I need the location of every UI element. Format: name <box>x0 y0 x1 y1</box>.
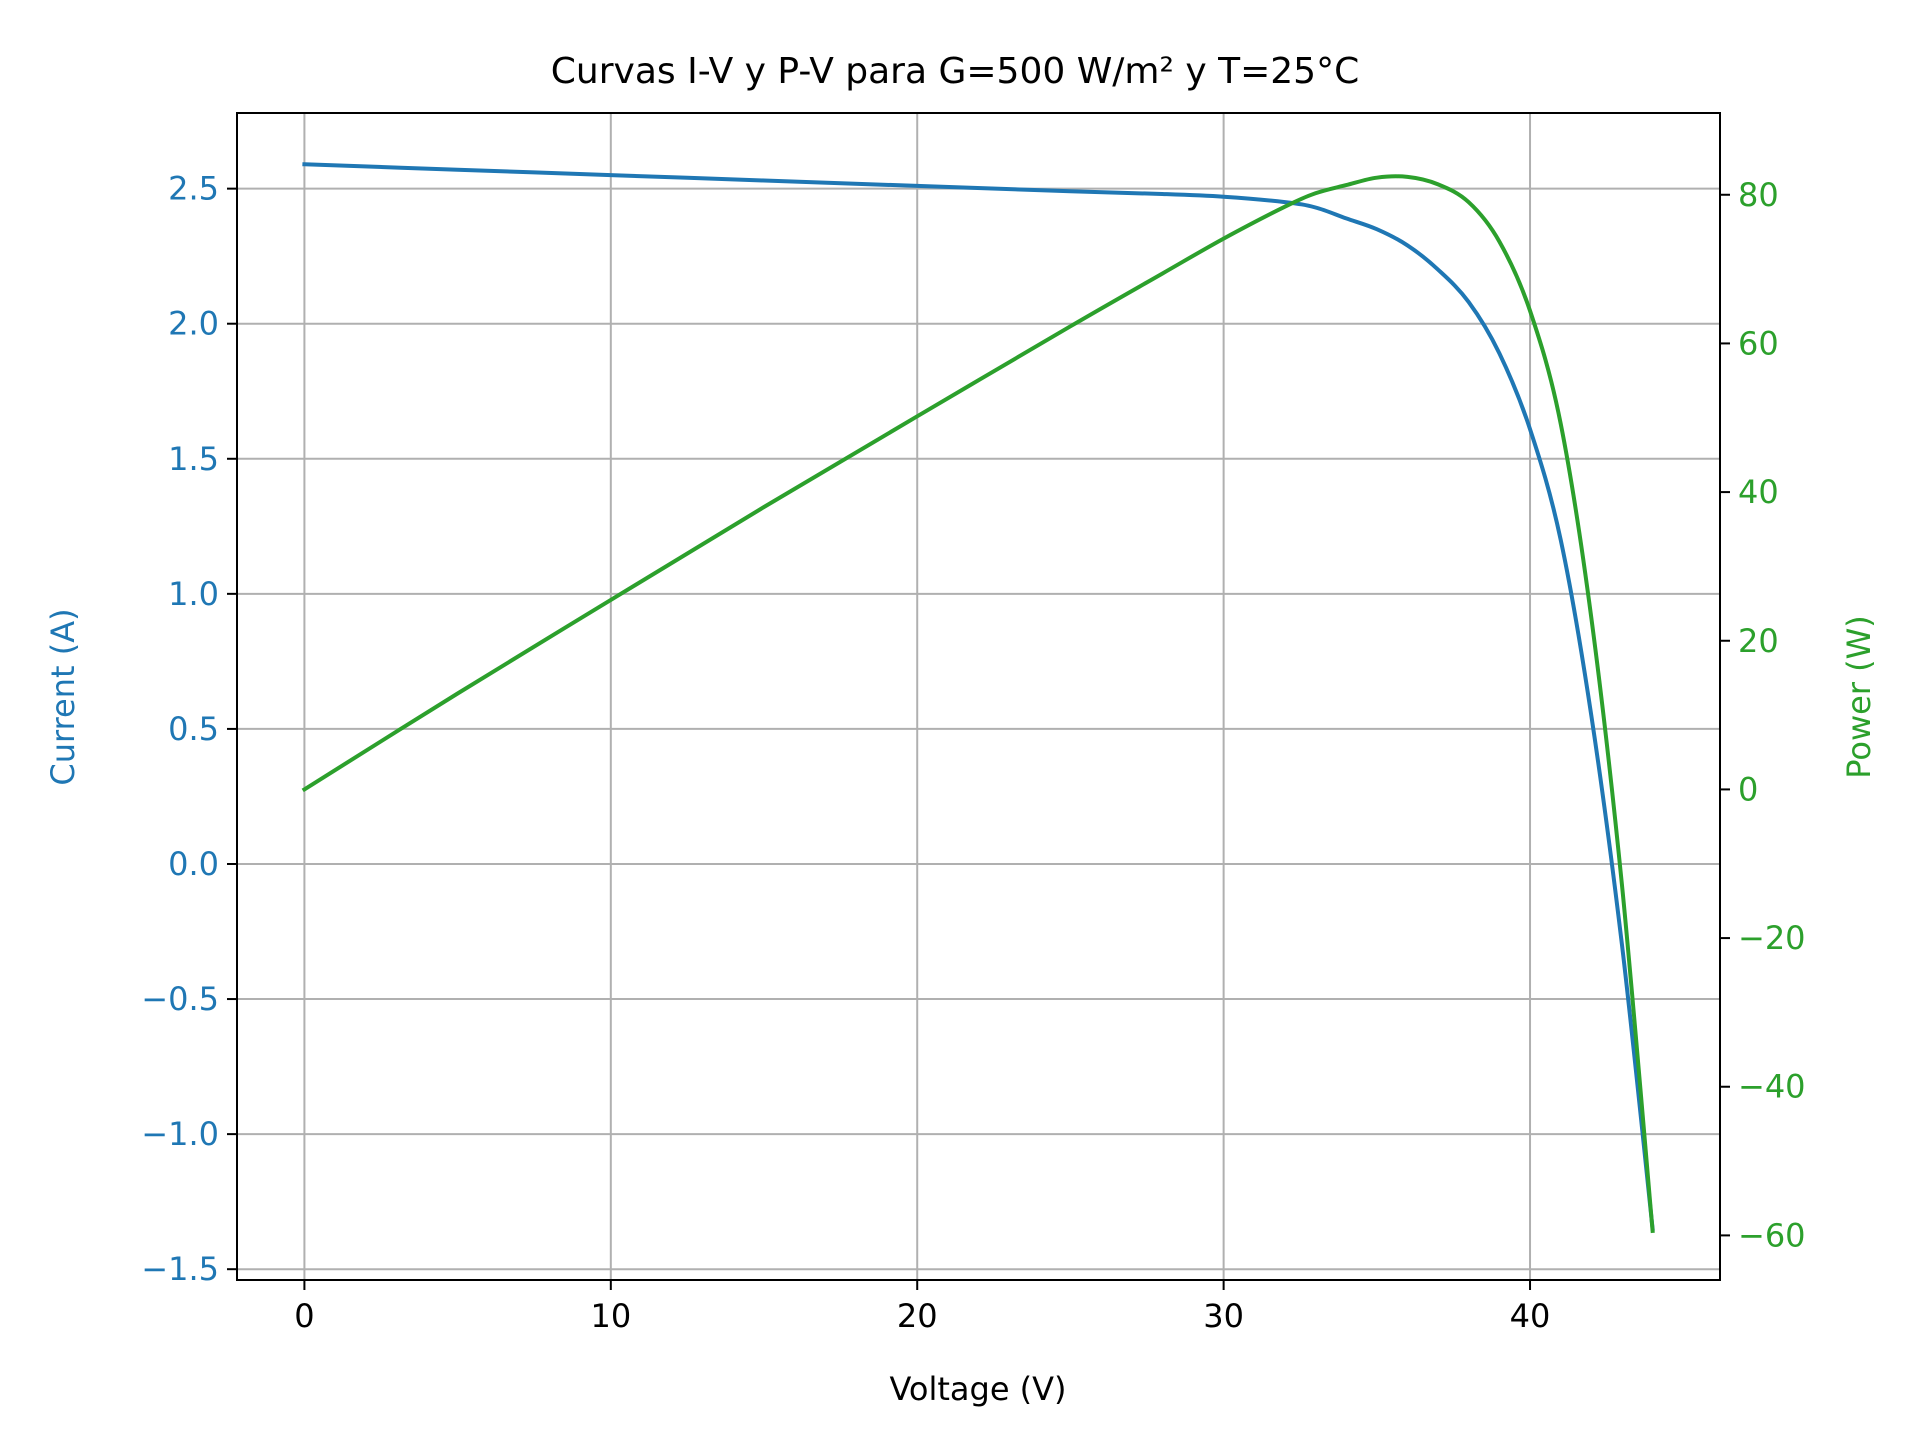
series-layer <box>301 162 1655 1234</box>
x-tick-label: 0 <box>294 1297 314 1335</box>
plot-frame <box>236 112 1721 1281</box>
power-curve-line <box>301 174 1655 1234</box>
y-left-tick-label: −0.5 <box>141 980 219 1018</box>
y-axis-label-current: Current (A) <box>44 608 82 785</box>
x-tick-label: 10 <box>590 1297 631 1335</box>
y-left-tick-label: 0.5 <box>168 710 219 748</box>
x-tick-label: 30 <box>1203 1297 1244 1335</box>
y-right-tick-label: 80 <box>1738 176 1779 214</box>
chart-title: Curvas I-V y P-V para G=500 W/m² y T=25°… <box>551 51 1359 92</box>
y-right-tick-label: −60 <box>1738 1216 1806 1254</box>
x-tick-label: 20 <box>897 1297 938 1335</box>
y-right-tick-label: 0 <box>1738 770 1758 808</box>
y-left-tick-label: 1.5 <box>168 440 219 478</box>
y-right-tick-label: −40 <box>1738 1068 1806 1106</box>
y-left-tick-label: 2.5 <box>168 170 219 208</box>
current-curve-line <box>302 162 1655 1231</box>
y-left-tick-label: −1.5 <box>141 1250 219 1288</box>
y-right-tick-label: 20 <box>1738 622 1779 660</box>
y-left-tick-label: 2.0 <box>168 305 219 343</box>
x-axis-label: Voltage (V) <box>889 1370 1066 1408</box>
y-left-tick-label: 0.0 <box>168 845 219 883</box>
y-right-tick-label: 40 <box>1738 473 1779 511</box>
y-right-tick-label: −20 <box>1738 919 1806 957</box>
y-axis-label-power: Power (W) <box>1840 615 1878 779</box>
y-left-tick-label: 1.0 <box>168 575 219 613</box>
y-left-tick-label: −1.0 <box>141 1115 219 1153</box>
grid-layer <box>237 113 1720 1280</box>
axes-layer: 0 10 20 30 40 −1.5 −1.0 −0.5 0.0 0.5 1.0 1.5 2.0 2.5 −… <box>141 170 1805 1335</box>
y-right-tick-label: 60 <box>1738 324 1779 362</box>
x-tick-label: 40 <box>1510 1297 1551 1335</box>
